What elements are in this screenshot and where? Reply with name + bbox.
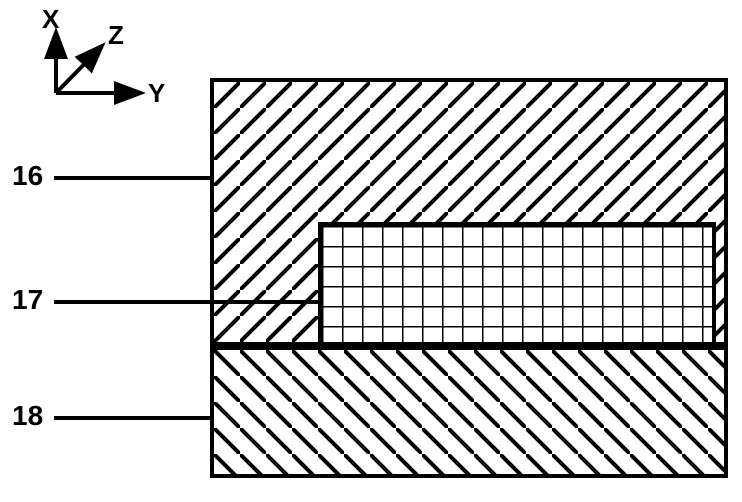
hatch-diag135 — [214, 350, 724, 474]
region-18 — [210, 346, 728, 478]
diagram-canvas: X Z Y — [0, 0, 742, 502]
callout-18-label: 18 — [12, 400, 43, 432]
callout-16-leader — [54, 176, 210, 180]
callout-16-label: 16 — [12, 160, 43, 192]
callout-17-label: 17 — [12, 284, 43, 316]
axis-label-z: Z — [108, 20, 124, 51]
callout-18-leader — [54, 416, 210, 420]
axis-label-x: X — [42, 4, 59, 35]
axis-indicator — [0, 0, 200, 140]
region-17 — [318, 222, 716, 346]
axis-label-y: Y — [148, 78, 165, 109]
callout-17-leader — [54, 300, 318, 304]
hatch-grid — [322, 226, 712, 342]
